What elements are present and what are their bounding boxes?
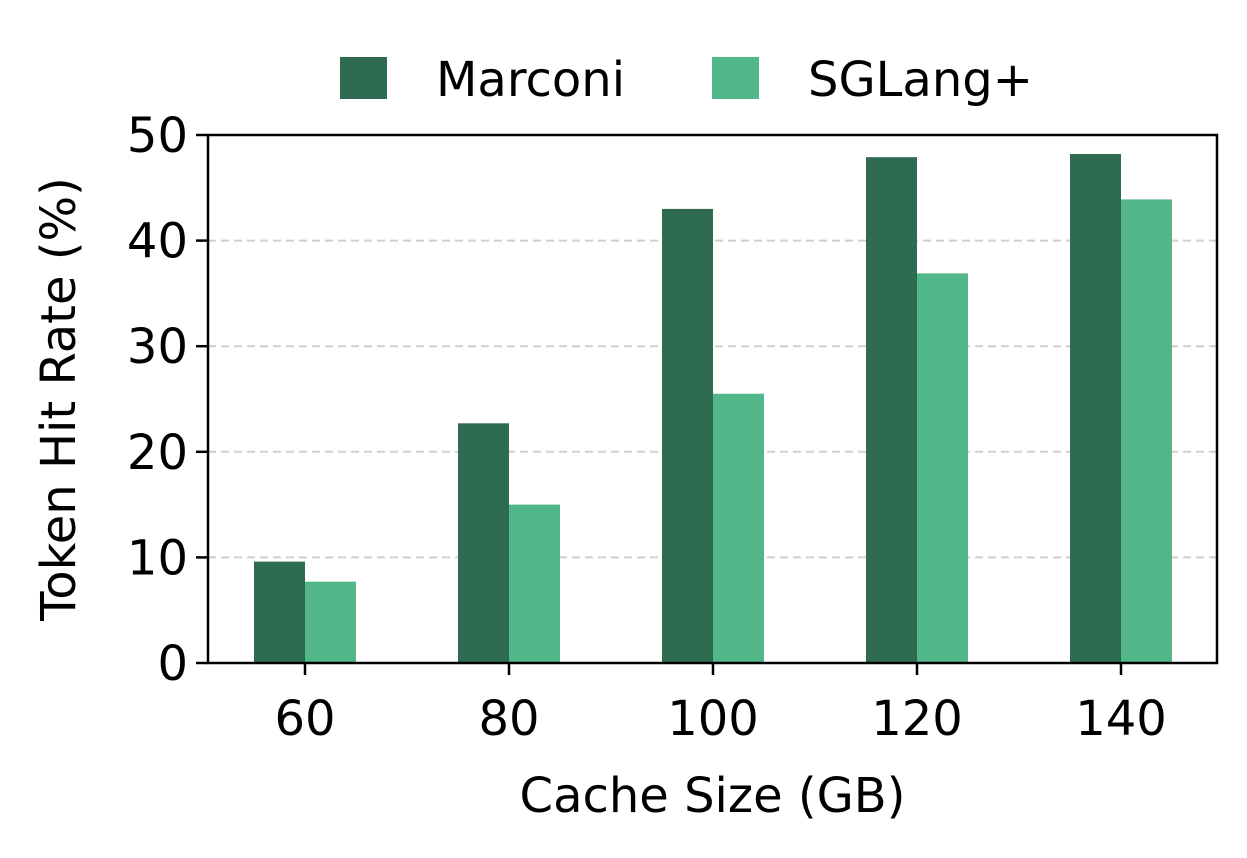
legend: Marconi SGLang+ bbox=[340, 52, 1033, 108]
bar-sglang--60 bbox=[305, 581, 356, 663]
y-tick-label: 20 bbox=[127, 425, 188, 481]
y-axis-title: Token Hit Rate (%) bbox=[31, 177, 87, 622]
bar-sglang--80 bbox=[509, 504, 560, 663]
legend-swatch bbox=[712, 57, 759, 99]
bar-marconi-140 bbox=[1070, 154, 1121, 663]
x-tick-label: 100 bbox=[667, 691, 759, 747]
legend-swatch bbox=[340, 57, 387, 99]
y-tick-label: 50 bbox=[127, 108, 188, 164]
y-tick-label: 40 bbox=[127, 214, 188, 270]
x-axis-title: Cache Size (GB) bbox=[520, 768, 906, 824]
bar-marconi-120 bbox=[866, 157, 917, 663]
x-tick-label: 60 bbox=[274, 691, 335, 747]
x-tick-label: 120 bbox=[871, 691, 963, 747]
bar-sglang--100 bbox=[713, 393, 764, 663]
legend-label: Marconi bbox=[436, 52, 625, 108]
bar-marconi-80 bbox=[458, 423, 509, 663]
legend-label: SGLang+ bbox=[808, 52, 1033, 108]
bar-sglang--140 bbox=[1121, 199, 1172, 663]
y-axis-ticks: 0 10 20 30 40 50 bbox=[127, 108, 208, 692]
y-tick-label: 0 bbox=[157, 636, 188, 692]
x-tick-label: 140 bbox=[1075, 691, 1167, 747]
y-tick-label: 10 bbox=[127, 530, 188, 586]
bar-marconi-100 bbox=[662, 208, 713, 664]
x-axis-ticks: 60 80 100 120 140 bbox=[274, 663, 1167, 747]
bars bbox=[254, 154, 1172, 664]
x-tick-label: 80 bbox=[478, 691, 539, 747]
bar-sglang--120 bbox=[917, 273, 968, 663]
y-tick-label: 30 bbox=[127, 319, 188, 375]
bar-marconi-60 bbox=[254, 561, 305, 663]
